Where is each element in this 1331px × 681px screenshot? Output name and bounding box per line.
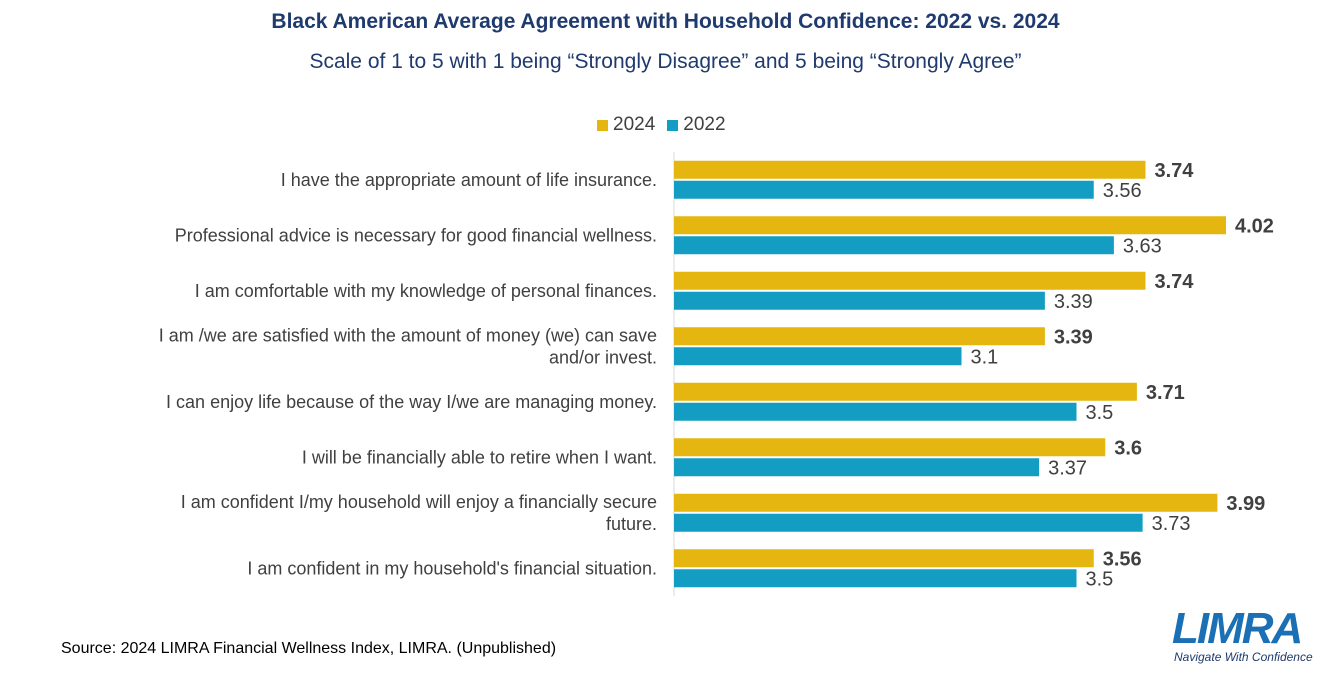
category-label: I will be financially able to retire whe… [302, 447, 657, 467]
legend-swatch-2024 [597, 119, 608, 131]
data-label-2022: 3.63 [1123, 235, 1162, 257]
data-label-2022: 3.5 [1086, 402, 1114, 424]
data-label-2024: 3.56 [1103, 548, 1142, 570]
category-label: I can enjoy life because of the way I/we… [166, 392, 657, 412]
data-label-2022: 3.5 [1086, 568, 1114, 590]
category-label: Professional advice is necessary for goo… [175, 225, 657, 245]
source-note: Source: 2024 LIMRA Financial Wellness In… [61, 640, 557, 657]
data-label-2022: 3.37 [1048, 457, 1087, 479]
category-label: I am comfortable with my knowledge of pe… [195, 281, 657, 301]
bar-2022 [674, 347, 962, 366]
data-label-2024: 3.39 [1054, 326, 1093, 348]
logo-wordmark: LIMRA [1172, 604, 1303, 653]
chart-legend: 2024 2022 [597, 114, 738, 136]
chart-subtitle: Scale of 1 to 5 with 1 being “Strongly D… [309, 50, 1022, 73]
data-label-2024: 4.02 [1235, 215, 1274, 237]
data-label-2022: 3.39 [1054, 291, 1093, 313]
category-label: I have the appropriate amount of life in… [281, 170, 657, 190]
legend-label-2024: 2024 [613, 114, 656, 135]
data-label-2024: 3.74 [1155, 271, 1195, 293]
bar-2024 [674, 327, 1045, 346]
bar-2022 [674, 513, 1143, 532]
data-label-2024: 3.74 [1155, 160, 1195, 182]
category-label: I am confident I/my household will enjoy… [181, 492, 657, 534]
bar-2024 [674, 382, 1137, 401]
bar-2024 [674, 438, 1106, 457]
bar-2022 [674, 402, 1077, 421]
legend-item-2022: 2022 [667, 114, 726, 136]
legend-swatch-2022 [667, 119, 679, 131]
bar-2024 [674, 160, 1146, 179]
bar-2022 [674, 180, 1094, 199]
data-label-2024: 3.99 [1226, 493, 1265, 515]
limra-logo: LIMRA Navigate With Confidence [1172, 604, 1322, 666]
bar-2024 [674, 271, 1146, 290]
data-label-2024: 3.6 [1114, 437, 1142, 459]
chart-title: Black American Average Agreement with Ho… [271, 10, 1060, 33]
category-label: I am confident in my household's financi… [247, 558, 657, 578]
logo-tagline: Navigate With Confidence [1174, 650, 1313, 664]
data-label-2022: 3.1 [971, 346, 999, 368]
bar-2024 [674, 493, 1218, 512]
bar-2022 [674, 236, 1114, 255]
bar-2022 [674, 569, 1077, 588]
data-label-2024: 3.71 [1146, 382, 1185, 404]
bar-2024 [674, 216, 1226, 235]
legend-item-2024: 2024 [597, 114, 655, 136]
category-label: I am /we are satisfied with the amount o… [159, 325, 657, 367]
data-label-2022: 3.73 [1152, 513, 1191, 535]
legend-label-2022: 2022 [683, 114, 726, 135]
bar-2022 [674, 291, 1045, 310]
bar-2024 [674, 549, 1094, 568]
bar-2022 [674, 458, 1040, 477]
data-label-2022: 3.56 [1103, 180, 1142, 202]
